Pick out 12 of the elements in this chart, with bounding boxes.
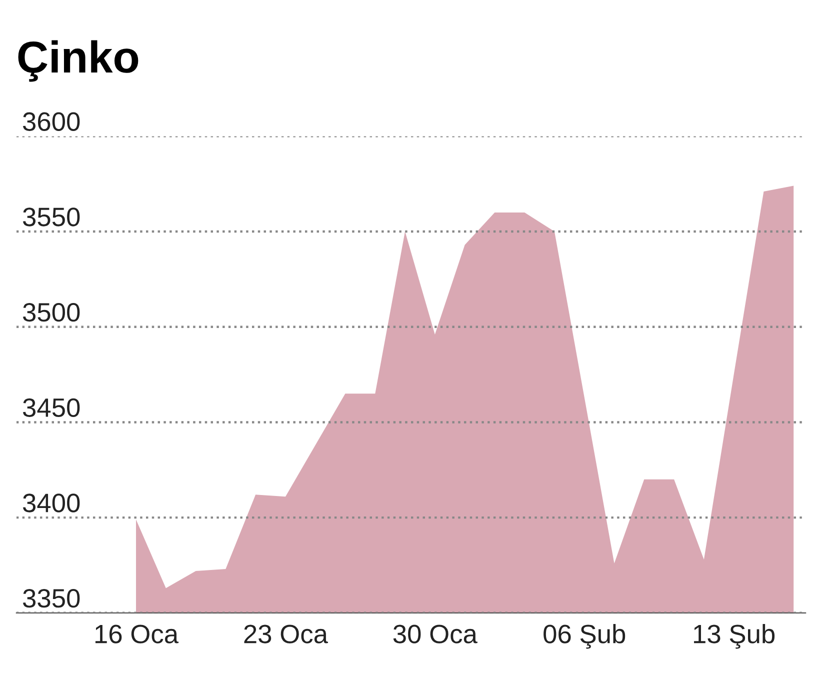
y-tick-label: 3350 [23, 588, 80, 608]
x-tick-label: 16 Oca [95, 624, 179, 644]
y-tick-label: 3500 [23, 302, 80, 322]
y-tick-label: 3450 [23, 398, 80, 418]
y-tick-label: 3600 [23, 112, 80, 131]
x-tick-label: 30 Oca [393, 624, 478, 644]
y-tick-label: 3400 [23, 494, 80, 512]
y-tick-label: 3550 [23, 208, 80, 226]
x-tick-label: 23 Oca [244, 624, 328, 644]
x-tick-label: 13 Şub [694, 624, 775, 649]
chart-title: Çinko [18, 40, 138, 82]
x-tick-label: 06 Şub [544, 624, 626, 649]
